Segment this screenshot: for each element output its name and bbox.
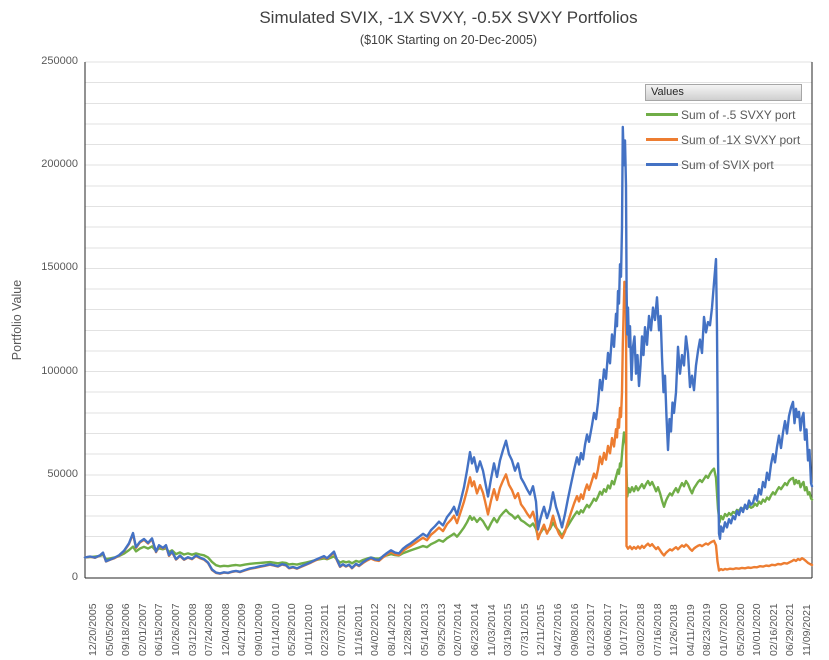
values-field-button[interactable]: Values <box>645 84 802 101</box>
chart-subtitle: ($10K Starting on 20-Dec-2005) <box>359 33 538 47</box>
y-axis-title: Portfolio Value <box>10 279 24 361</box>
chart-title: Simulated SVIX, -1X SVXY, -0.5X SVXY Por… <box>259 8 638 27</box>
